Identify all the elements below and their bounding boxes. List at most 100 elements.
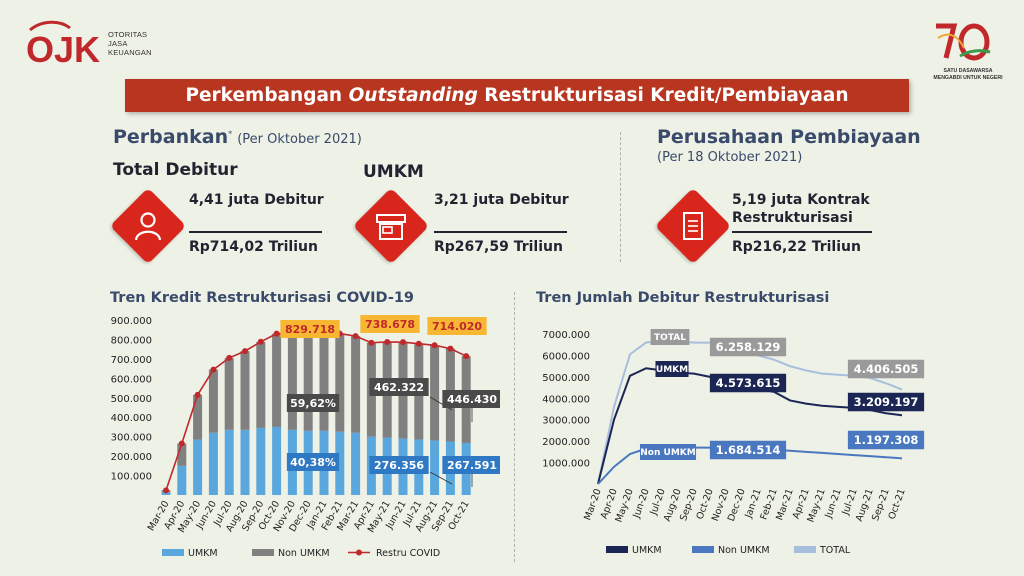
restru-point	[368, 339, 375, 346]
umkm-bar	[224, 429, 234, 495]
right-annotation: 6.258.129	[716, 340, 781, 354]
left-annotation-bg	[427, 317, 487, 335]
right-annotation: TOTAL	[654, 333, 686, 343]
right-annotation: UMKM	[656, 365, 688, 375]
left-annotation: 462.322	[374, 381, 424, 394]
right-annotation-bg	[709, 440, 787, 460]
left-y-tick: 800.000	[111, 335, 152, 346]
non-umkm-bar	[351, 336, 361, 433]
right-y-tick: 2000.000	[542, 437, 590, 448]
non-umkm-bar	[319, 333, 329, 431]
perbankan-heading: Perbankan* (Per Oktober 2021)	[113, 126, 362, 148]
perbankan-title: Perbankan	[113, 126, 229, 148]
non-umkm-bar	[177, 443, 187, 466]
ojk-logo: OJK OTORITAS JASA KEUANGAN	[24, 18, 154, 70]
right-annotation-bg	[709, 373, 787, 393]
non-umkm-bar	[256, 341, 266, 428]
document-icon	[666, 199, 720, 253]
annotation-leader	[429, 471, 453, 485]
left-annotation: 738.678	[365, 318, 415, 331]
umkm-bar	[161, 492, 171, 495]
anniversary-lines: SATU DASAWARSA MENGABDI UNTUK NEGERI	[924, 68, 1012, 81]
legend-umkm-swatch	[162, 549, 184, 556]
non-umkm-bar	[287, 333, 297, 430]
right-annotation-bg	[847, 359, 925, 379]
banner-title-italic: Outstanding	[348, 85, 478, 106]
restru-point	[194, 391, 201, 398]
left-y-tick: 300.000	[111, 433, 152, 444]
banner-title-part1: Perkembangan	[185, 85, 349, 106]
section-separator	[620, 132, 621, 262]
non-umkm-bar	[303, 333, 313, 431]
right-annotation: 4.406.505	[854, 362, 919, 376]
non-umkm-bar	[430, 345, 440, 441]
right-annotation: 1.197.308	[854, 433, 919, 447]
legend-umkm-line-swatch	[606, 546, 628, 553]
non-umkm-bar	[335, 333, 345, 432]
restru-point	[163, 487, 169, 494]
perbankan-period: (Per Oktober 2021)	[237, 132, 362, 147]
left-annotation-bg	[360, 315, 420, 333]
umkm-bar	[177, 465, 187, 495]
umkm-title: UMKM	[363, 162, 424, 182]
legend-total-line-swatch	[794, 546, 816, 553]
right-y-tick: 1000.000	[542, 459, 590, 470]
right-y-tick: 6000.000	[542, 351, 590, 362]
banner-title: Perkembangan Outstanding Restrukturisasi…	[185, 85, 848, 106]
restru-point	[257, 338, 264, 345]
umkm-bar	[351, 432, 361, 495]
perbankan-asterisk: *	[228, 129, 233, 139]
left-annotation-bg	[442, 390, 500, 408]
left-annotation: 829.718	[285, 323, 335, 336]
legend-umkm-line-label: UMKM	[632, 545, 662, 556]
left-annotation: 40,38%	[290, 456, 336, 469]
umkm-bar	[240, 429, 250, 495]
umkm-bar	[208, 432, 218, 495]
anniversary-line-2: MENGABDI UNTUK NEGERI	[933, 74, 1003, 81]
right-annotation: 3.209.197	[854, 395, 919, 409]
left-annotation: 276.356	[374, 459, 424, 472]
restru-point	[226, 354, 233, 361]
legend-non-umkm-line-label: Non UMKM	[718, 545, 770, 556]
left-y-tick: 600.000	[111, 374, 152, 385]
right-y-tick: 3000.000	[542, 416, 590, 427]
umkm-bar	[256, 427, 266, 495]
left-y-tick: 100.000	[111, 472, 152, 483]
legend-umkm-label: UMKM	[188, 548, 218, 559]
total-debitur-title: Total Debitur	[113, 160, 238, 180]
left-annotation-bg	[280, 320, 340, 338]
right-annotation-bg	[847, 430, 925, 450]
banner-title-part2: Restrukturisasi Kredit/Pembiayaan	[477, 85, 849, 106]
person-icon	[121, 199, 175, 253]
legend-restru-label: Restru COVID	[376, 548, 440, 559]
pembiayaan-kontrak-line2: Restrukturisasi	[732, 210, 853, 226]
ojk-logo-mark: OJK	[26, 20, 100, 70]
right-annotation-bg	[650, 329, 690, 345]
non-umkm-bar	[208, 369, 218, 433]
pembiayaan-period: (Per 18 Oktober 2021)	[657, 150, 803, 165]
right-chart-title: Tren Jumlah Debitur Restrukturisasi	[536, 290, 830, 306]
legend-total-line-label: TOTAL	[819, 545, 851, 556]
pembiayaan-title: Perusahaan Pembiayaan	[657, 126, 921, 148]
total-debitur-value: Rp714,02 Triliun	[189, 239, 318, 255]
restru-point	[415, 340, 422, 347]
total-debitur-divider	[189, 231, 322, 233]
total-debitur-count: 4,41 juta Debitur	[189, 192, 324, 208]
left-chart-title: Tren Kredit Restrukturisasi COVID-19	[110, 290, 415, 306]
restru-point	[352, 333, 359, 340]
non-umkm-bar	[272, 333, 282, 427]
left-annotation-bg	[286, 453, 340, 471]
logo-lines: OTORITAS JASA KEUANGAN	[108, 30, 152, 57]
right-annotation-bg	[655, 361, 689, 377]
left-y-tick: 400.000	[111, 413, 152, 424]
umkm-divider	[434, 231, 567, 233]
umkm-bar	[272, 426, 282, 495]
non-umkm-bar	[193, 394, 203, 440]
umkm-bar	[335, 431, 345, 495]
non-umkm-bar	[224, 357, 234, 430]
pembiayaan-kontrak-line1: 5,19 juta Kontrak	[732, 192, 870, 208]
right-y-tick: 5000.000	[542, 373, 590, 384]
umkm-value: Rp267,59 Triliun	[434, 239, 563, 255]
restru-point	[447, 345, 454, 352]
right-chart: 7000.000 6000.000 5000.000 4000.000 3000.000…	[542, 329, 925, 556]
